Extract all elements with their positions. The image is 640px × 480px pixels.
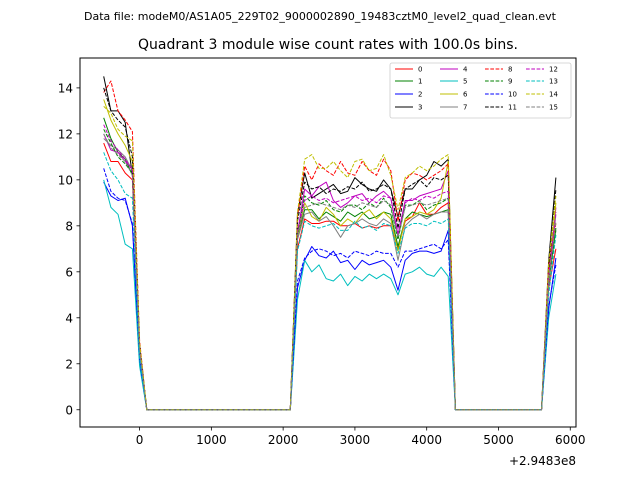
legend-label-15: 15: [549, 104, 558, 112]
file-caption: Data file: modeM0/AS1A05_229T02_90000028…: [84, 10, 557, 23]
x-tick-label: 0: [136, 433, 144, 447]
x-tick-label: 1000: [196, 433, 227, 447]
legend-label-14: 14: [549, 91, 558, 99]
y-tick-label: 2: [65, 357, 73, 371]
legend-label-3: 3: [418, 104, 422, 112]
y-tick-label: 12: [58, 127, 73, 141]
legend-label-4: 4: [463, 66, 468, 74]
legend-label-13: 13: [549, 78, 558, 86]
y-tick-label: 8: [65, 219, 73, 233]
legend-label-12: 12: [549, 66, 558, 74]
y-tick-label: 4: [65, 311, 73, 325]
legend-label-10: 10: [508, 91, 517, 99]
x-tick-label: 6000: [555, 433, 586, 447]
legend-label-0: 0: [418, 66, 422, 74]
legend-label-8: 8: [508, 66, 512, 74]
y-tick-label: 6: [65, 265, 73, 279]
legend-label-5: 5: [463, 78, 467, 86]
legend-label-7: 7: [463, 104, 467, 112]
legend-box: [389, 62, 572, 119]
y-tick-label: 14: [58, 81, 73, 95]
axes-background: [80, 58, 576, 427]
series-layer: [103, 76, 557, 411]
series-line-9: [103, 129, 557, 411]
x-axis-ticks: 0 1000 2000 3000 4000 5000 6000: [136, 427, 586, 447]
chart-title: Quadrant 3 module wise count rates with …: [138, 37, 518, 53]
y-tick-label: 10: [58, 173, 73, 187]
x-tick-label: 5000: [483, 433, 514, 447]
y-axis-ticks: 0 2 4 6 8 10 12 14: [58, 81, 80, 417]
x-offset-label: +2.9483e8: [509, 454, 576, 468]
y-tick-label: 0: [65, 403, 73, 417]
legend-label-1: 1: [418, 78, 422, 86]
legend-label-6: 6: [463, 91, 468, 99]
legend-label-9: 9: [508, 78, 512, 86]
x-tick-label: 2000: [268, 433, 299, 447]
series-line-15: [103, 133, 557, 411]
legend-label-2: 2: [418, 91, 422, 99]
axes-frame: [79, 57, 577, 428]
x-tick-label: 4000: [411, 433, 442, 447]
x-tick-label: 3000: [340, 433, 371, 447]
legend-label-11: 11: [508, 104, 517, 112]
